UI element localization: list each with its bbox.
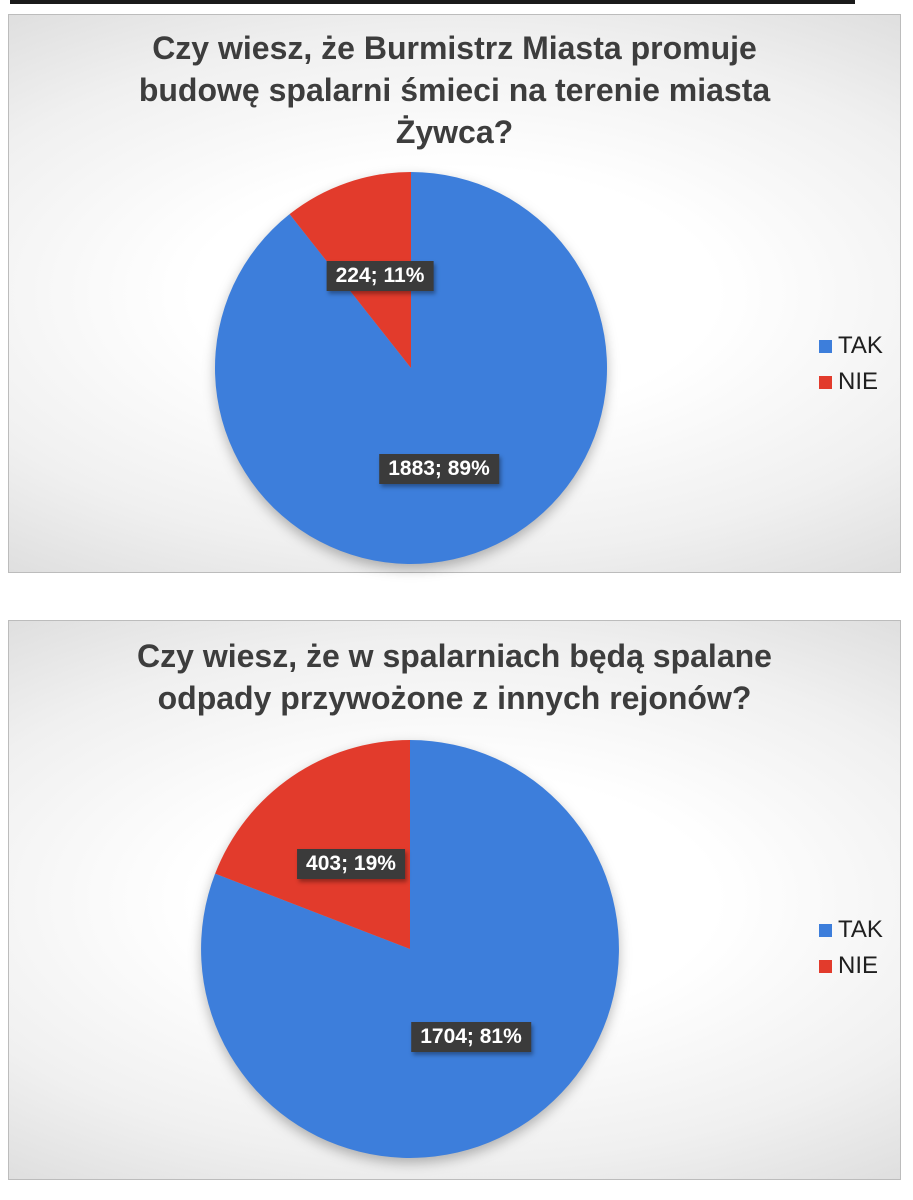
top-divider-line xyxy=(10,0,855,4)
chart-1-title: Czy wiesz, że Burmistrz Miasta promuje b… xyxy=(138,30,771,150)
pie-chart-panel-2: Czy wiesz, że w spalarniach będą spalane… xyxy=(8,620,901,1180)
legend-label-nie: NIE xyxy=(838,952,879,979)
pie-chart-1 xyxy=(214,171,608,565)
legend-item-nie: NIE xyxy=(819,948,883,984)
legend-1: TAK NIE xyxy=(819,328,883,400)
legend-swatch-tak-icon xyxy=(819,923,832,937)
data-label-tak-2: 1704; 81% xyxy=(411,1022,531,1052)
pie-slice-tak xyxy=(214,171,608,565)
legend-label-tak: TAK xyxy=(838,916,883,943)
legend-swatch-nie-icon xyxy=(819,375,832,389)
legend-label-nie: NIE xyxy=(838,368,879,395)
legend-label-tak: TAK xyxy=(838,332,883,359)
data-label-tak-1: 1883; 89% xyxy=(379,454,499,484)
legend-item-nie: NIE xyxy=(819,364,883,400)
data-label-nie-1: 224; 11% xyxy=(326,261,434,291)
pie-chart-panel-1: Czy wiesz, że Burmistrz Miasta promuje b… xyxy=(8,14,901,573)
chart-2-title: Czy wiesz, że w spalarniach będą spalane… xyxy=(137,638,772,716)
pie-chart-2 xyxy=(201,740,619,1158)
data-label-nie-2: 403; 19% xyxy=(297,849,405,879)
legend-swatch-nie-icon xyxy=(819,959,832,973)
legend-item-tak: TAK xyxy=(819,912,883,948)
legend-2: TAK NIE xyxy=(819,912,883,984)
pie-slice-nie xyxy=(215,740,410,949)
legend-item-tak: TAK xyxy=(819,328,883,364)
legend-swatch-tak-icon xyxy=(819,339,832,353)
pie-slice-tak xyxy=(201,740,619,1158)
